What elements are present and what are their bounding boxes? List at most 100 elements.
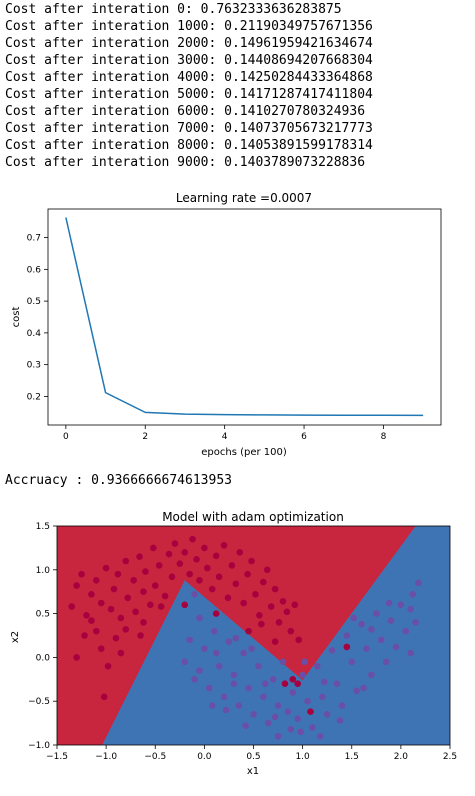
class-1-point <box>196 614 203 622</box>
log-line: Cost after interation 3000: 0.1440869420… <box>5 53 373 68</box>
class-1-point <box>350 614 358 622</box>
decision-boundary-chart: Model with adam optimization −1.5 −1.0 −0.… <box>10 510 457 777</box>
class-1-point <box>343 632 351 639</box>
cost-ytick-label: 0.2 <box>27 392 41 402</box>
boundary-xtick-label: 2.0 <box>394 752 409 762</box>
class-1-point <box>368 671 375 679</box>
class-1-point <box>297 728 304 736</box>
class-1-point <box>245 684 252 692</box>
class-0-point <box>271 638 279 645</box>
class-0-point <box>220 541 228 549</box>
class-1-point <box>318 693 326 701</box>
class-0-point <box>228 562 236 569</box>
class-0-point <box>168 573 176 581</box>
class-0-point <box>289 676 297 683</box>
boundary-xtick-label: −0.5 <box>144 752 166 762</box>
boundary-xtick-label: 0.5 <box>246 752 260 762</box>
class-1-point <box>274 732 282 740</box>
class-0-point <box>252 591 259 598</box>
class-0-point <box>117 649 125 657</box>
class-1-point <box>373 610 380 617</box>
boundary-chart-title: Model with adam optimization <box>162 510 344 524</box>
cost-plot-frame <box>47 208 442 426</box>
class-1-point <box>363 645 370 652</box>
class-1-point <box>242 722 249 730</box>
class-0-point <box>140 588 147 595</box>
class-0-point <box>93 627 100 635</box>
boundary-ytick-label: −1.0 <box>28 741 50 751</box>
class-1-point <box>397 601 405 609</box>
class-1-point <box>279 658 287 666</box>
class-0-point <box>104 662 112 670</box>
class-0-point <box>263 566 271 574</box>
class-0-point <box>281 680 289 687</box>
class-0-point <box>186 570 193 578</box>
class-1-point <box>412 619 419 626</box>
log-line: Cost after interation 7000: 0.1407370567… <box>5 121 373 136</box>
class-0-point <box>189 535 196 543</box>
class-1-point <box>274 702 282 709</box>
class-1-point <box>409 591 416 598</box>
class-1-point <box>333 680 341 687</box>
class-0-point <box>271 585 279 593</box>
class-1-point <box>261 680 269 687</box>
class-0-point <box>224 594 232 602</box>
boundary-chart-ylabel: x2 <box>10 631 21 643</box>
cost-xtick-label: 4 <box>222 432 228 442</box>
class-1-point <box>415 579 422 587</box>
cost-xtick-label: 6 <box>301 432 307 442</box>
class-1-point <box>230 671 238 679</box>
class-0-point <box>124 594 132 602</box>
class-0-point <box>260 578 267 586</box>
class-1-point <box>212 649 220 657</box>
class-0-point <box>240 599 247 607</box>
class-1-point <box>338 702 346 709</box>
class-0-point <box>114 570 122 578</box>
class-1-point <box>225 638 233 645</box>
class-0-point <box>78 570 85 578</box>
class-0-point <box>130 577 137 584</box>
class-0-point <box>157 603 165 610</box>
class-1-point <box>382 658 390 666</box>
class-0-point <box>291 601 299 609</box>
class-0-point <box>107 605 115 613</box>
cost-series-line <box>65 217 424 417</box>
log-line: Cost after interation 4000: 0.1425028443… <box>5 70 373 85</box>
boundary-ytick-label: −0.5 <box>28 697 50 707</box>
class-0-point <box>204 564 211 572</box>
log-line: Cost after interation 0: 0.7632333636283… <box>5 2 342 17</box>
cost-ytick-label: 0.6 <box>27 265 42 275</box>
class-0-point <box>151 582 159 589</box>
class-1-point <box>201 645 208 652</box>
class-0-point <box>149 544 157 552</box>
class-0-point <box>122 557 130 565</box>
class-0-point <box>161 592 169 600</box>
class-0-point <box>181 601 189 609</box>
class-1-point <box>215 662 223 670</box>
boundary-xtick-label: 1.0 <box>295 752 310 762</box>
class-0-point <box>287 627 295 635</box>
class-0-point <box>176 560 184 567</box>
class-1-point <box>317 732 324 740</box>
class-0-point <box>112 634 120 642</box>
class-0-point <box>83 612 90 619</box>
class-1-point <box>230 680 238 687</box>
class-0-point <box>343 643 351 651</box>
cost-ytick-label: 0.7 <box>27 234 41 244</box>
class-1-point <box>260 693 267 701</box>
class-0-point <box>244 570 251 578</box>
class-0-point <box>201 544 208 552</box>
class-0-point <box>196 577 203 584</box>
boundary-ytick-label: 0.0 <box>36 653 51 663</box>
class-0-point <box>132 608 139 616</box>
class-0-point <box>136 553 143 560</box>
class-0-point <box>256 612 263 619</box>
class-0-region <box>57 526 416 745</box>
class-1-point <box>264 719 272 727</box>
class-0-point <box>267 603 275 610</box>
class-0-point <box>307 708 314 716</box>
class-1-point <box>294 715 302 723</box>
class-1-point <box>191 676 198 683</box>
class-1-point <box>314 662 321 670</box>
training-log: Cost after interation 0: 0.7632333636283… <box>5 1 373 171</box>
